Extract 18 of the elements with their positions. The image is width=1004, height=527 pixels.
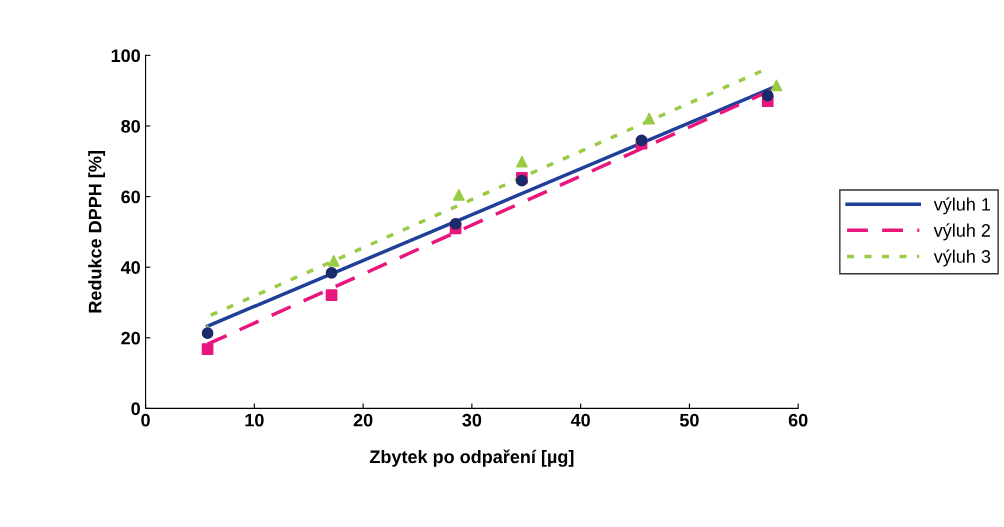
x-tick-label: 30 bbox=[462, 413, 482, 427]
x-tick-label: 20 bbox=[353, 413, 373, 427]
y-tick-label: 80 bbox=[121, 119, 140, 133]
y-axis-title: Redukce DPPH [%] bbox=[88, 151, 106, 313]
x-tick-label: 50 bbox=[679, 413, 699, 427]
x-axis-title: Zbytek po odpaření [µg] bbox=[369, 449, 574, 467]
x-tick-label: 40 bbox=[570, 413, 590, 427]
y-tick-label: 0 bbox=[131, 402, 140, 416]
y-tick-label: 20 bbox=[121, 331, 140, 345]
y-tick-label: 60 bbox=[121, 190, 140, 204]
x-tick-label: 0 bbox=[141, 413, 150, 427]
x-tick-label: 60 bbox=[788, 413, 808, 427]
legend-label: výluh 1 bbox=[933, 197, 991, 215]
legend-label: výluh 3 bbox=[933, 249, 991, 267]
x-tick-label: 10 bbox=[245, 413, 264, 427]
y-tick-label: 100 bbox=[111, 49, 140, 63]
legend-label: výluh 2 bbox=[933, 223, 991, 241]
y-tick-label: 40 bbox=[120, 261, 140, 274]
